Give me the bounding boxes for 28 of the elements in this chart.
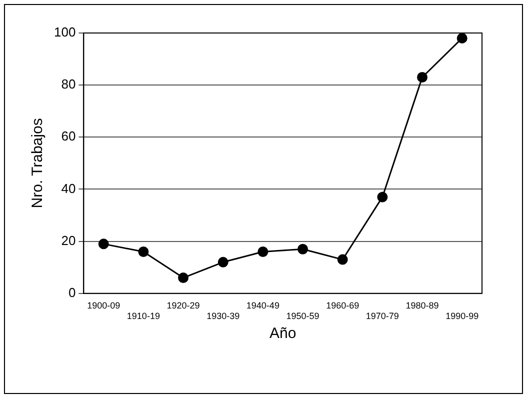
point	[98, 238, 109, 250]
x-tick-label: 1900-09	[87, 300, 120, 310]
point	[298, 244, 308, 254]
x-axis-title: Año	[269, 325, 296, 342]
y-tick-label: 20	[61, 232, 76, 248]
y-axis-title: Nro. Trabajos	[29, 118, 46, 208]
y-tick-label: 80	[61, 76, 76, 92]
y-tick-label: 0	[68, 284, 76, 300]
x-tick-label: 1930-39	[206, 311, 240, 322]
x-tick-label: 1920-29	[166, 300, 200, 310]
point	[258, 246, 268, 257]
point	[377, 192, 388, 202]
point	[138, 246, 149, 257]
x-tick-label: 1990-99	[446, 311, 479, 322]
point	[417, 72, 428, 83]
point	[218, 256, 228, 268]
point	[456, 33, 468, 44]
x-tick-label: 1960-69	[326, 300, 360, 310]
y-tick-label: 100	[54, 24, 76, 40]
x-tick-label: 1950-59	[286, 311, 320, 322]
point	[178, 272, 189, 284]
x-tick-label: 1970-79	[366, 311, 399, 322]
x-tick-label: 1940-49	[246, 300, 280, 310]
point	[337, 254, 348, 265]
x-tick-label: 1980-89	[406, 300, 439, 310]
y-tick-label: 60	[61, 128, 76, 144]
x-tick-label: 1910-19	[126, 311, 160, 322]
y-tick-label: 40	[61, 180, 76, 196]
